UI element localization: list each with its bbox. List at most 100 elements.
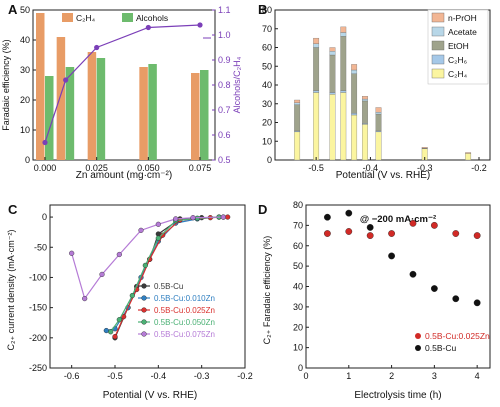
panel-d-point: [430, 221, 438, 229]
panel-d-xtick-label: 2: [389, 371, 394, 381]
panel-c-xlabel: Potential (V vs. RHE): [103, 390, 197, 401]
panel-a-y2tick-label: 0.6: [218, 130, 231, 140]
panel-a-bar-alcohols: [148, 64, 157, 160]
panel-d-point: [473, 232, 481, 239]
panel-a-ratio-point: [63, 77, 69, 83]
panel-b-bar-segment: [329, 54, 336, 93]
panel-b-bar-segment: [362, 96, 368, 100]
panel-a-ytick-label: 30: [20, 65, 30, 75]
panel-c-series-point: [103, 327, 109, 334]
panel-b-bar-segment: [340, 36, 347, 91]
panel-a-ratio-point: [42, 139, 48, 146]
panel-c-series-point: [116, 251, 122, 258]
panel-a-y2tick-label: 0.8: [218, 80, 231, 90]
panel-b-bar-segment: [340, 32, 347, 37]
panel-b-bar-segment: [351, 114, 358, 161]
panel-b-bar-segment: [340, 92, 347, 161]
panel-a-ytick-label: 20: [20, 95, 30, 105]
panel-b-bar-segment: [375, 107, 382, 113]
panel-c-legend-marker: [141, 331, 147, 337]
panel-a-ratio-point: [197, 22, 203, 28]
panel-a-xtick-label: 0.025: [85, 163, 108, 173]
panel-a-y2tick-label: 0.5: [218, 155, 231, 165]
panel-c-series-point: [194, 215, 200, 221]
panel-c-legend-label: 0.5B-Cu:0.050Zn: [154, 318, 215, 327]
panel-b-xtick-label: -0.2: [471, 163, 487, 173]
panel-b-bar-segment: [351, 73, 358, 114]
panel-d-ytick-label: 30: [293, 302, 303, 312]
panel-b-bar-segment: [294, 131, 301, 161]
panel-b-bar-segment: [329, 51, 336, 56]
panel-b-bar-segment: [313, 47, 320, 91]
panel-d-point: [345, 209, 353, 217]
panel-label-a: A: [8, 2, 18, 17]
panel-d-point: [366, 232, 374, 239]
panel-c-legend-label: 0.5B-Cu:0.075Zn: [154, 330, 215, 339]
panel-b-xtick-label: -0.4: [363, 163, 379, 173]
panel-c-series-point: [116, 317, 122, 323]
panel-a-legend-swatch: [62, 13, 73, 22]
panel-a-y2tick-label: 0.9: [218, 55, 231, 65]
panel-a-y2label: Alcohols/C₂H₄: [232, 56, 242, 113]
panel-a-xtick-label: 0.000: [34, 163, 57, 173]
panel-d-legend-label: 0.5B-Cu:0.025Zn: [425, 331, 490, 341]
panel-c-xtick-label: -0.3: [194, 371, 210, 381]
panel-c-frame: [49, 204, 246, 369]
panel-b-bar-segment: [313, 90, 320, 93]
panel-c-legend-marker: [141, 295, 147, 301]
panel-a-bar-alcohols: [200, 70, 209, 160]
panel-d-annotation: @ −200 mA·cm⁻²: [360, 214, 436, 225]
panel-c-xtick-label: -0.6: [64, 371, 80, 381]
panel-c-series-point: [112, 334, 118, 340]
panel-b-bar-segment: [362, 98, 368, 102]
panel-d-ylabel: C₂₊ Faradaic efficiency (%): [262, 236, 272, 345]
panel-b-xtick-label: -0.5: [308, 163, 324, 173]
panel-b-bar-segment: [313, 43, 320, 48]
panel-d-xtick-label: 4: [475, 371, 480, 381]
panel-a-bar-c2h4: [139, 67, 148, 160]
panel-c-series-point: [160, 232, 166, 238]
panel-b-bar-segment: [294, 102, 301, 105]
panel-label-b: B: [258, 2, 267, 17]
panel-a-ylabel: Faradaic efficiency (%): [1, 39, 11, 130]
panel-a-xlabel: Zn amount (mg·cm⁻²): [76, 170, 172, 181]
panel-label-d: D: [258, 202, 267, 217]
panel-b-legend-swatch: [431, 12, 445, 23]
panel-b-ytick-label: 10: [262, 136, 272, 146]
panel-d-point: [388, 252, 395, 260]
panel-a-y2tick-label: 1.0: [218, 30, 231, 40]
panel-d-point: [323, 230, 331, 237]
panel-b-ytick-label: 50: [262, 61, 272, 71]
panel-a-bar-c2h4: [87, 52, 97, 160]
panel-b-bar-segment: [329, 47, 336, 52]
panel-b-legend-label: EtOH: [448, 41, 469, 51]
panel-d-legend-marker: [415, 333, 421, 339]
panel-d-point: [452, 230, 460, 237]
panel-c-legend-label: 0.5B-Cu:0.025Zn: [154, 306, 215, 315]
panel-b-bar-segment: [375, 112, 382, 115]
panel-b-legend-swatch: [431, 40, 445, 51]
panel-b-bar-segment: [465, 153, 472, 161]
panel-c-series-point: [225, 214, 231, 220]
panel-b-legend-swatch: [431, 68, 445, 79]
panel-b-bar-segment: [340, 90, 347, 93]
panel-b-bar-segment: [329, 94, 336, 161]
panel-d-point: [409, 219, 417, 227]
panel-c-series-point: [220, 214, 226, 220]
panel-c-ytick-label: -250: [29, 363, 47, 373]
panel-b-legend-label: n-PrOH: [448, 13, 477, 23]
panel-b-xtick-label: -0.3: [417, 163, 433, 173]
panel-c-series-point: [129, 292, 135, 299]
panel-a-y2tick-label: 1.1: [218, 5, 231, 15]
panel-a-ratio-point: [145, 24, 151, 31]
panel-c-series-point: [155, 235, 161, 241]
panel-a-xtick-label: 0.075: [189, 163, 212, 173]
panel-c-legend-label: 0.5B-Cu: [154, 282, 183, 291]
panel-a-ytick-label: 10: [20, 125, 30, 135]
panel-a-ytick-label: 50: [20, 5, 30, 15]
panel-d-frame: [305, 204, 491, 369]
panel-d-ytick-label: 70: [293, 220, 303, 230]
panel-c-series-point: [173, 216, 179, 222]
panel-b-bar-segment: [362, 124, 368, 161]
panel-a-legend-label: C₂H₄: [76, 13, 96, 23]
